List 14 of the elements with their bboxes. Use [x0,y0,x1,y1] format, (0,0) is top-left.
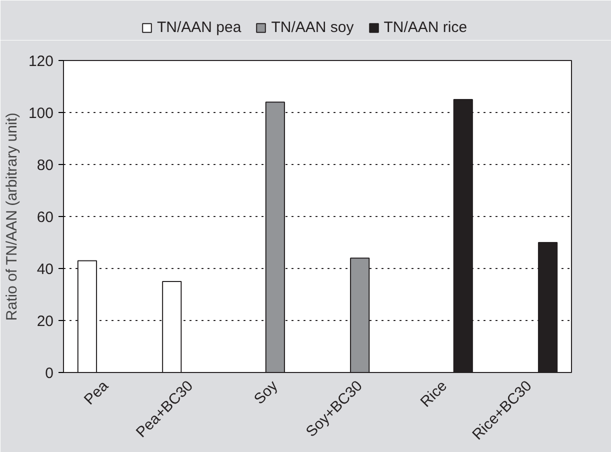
x-tick-label: Soy [250,377,282,408]
y-tick-label: 60 [36,209,54,226]
y-tick-label: 120 [28,53,54,70]
y-tick-label: 80 [36,157,54,174]
y-tick-label: 40 [36,261,54,278]
x-tick-label: Pea [80,377,112,408]
legend-label: TN/AAN pea [157,19,242,36]
x-tick-label: Rice [417,377,451,411]
legend-label: TN/AAN rice [384,19,468,36]
y-tick-label: 100 [28,105,54,122]
y-axis-title: Ratio of TN/AAN (arbitrary unit) [3,112,20,321]
y-tick-label: 0 [45,365,54,382]
legend-label: TN/AAN soy [271,19,354,36]
y-tick-label: 20 [36,313,54,330]
